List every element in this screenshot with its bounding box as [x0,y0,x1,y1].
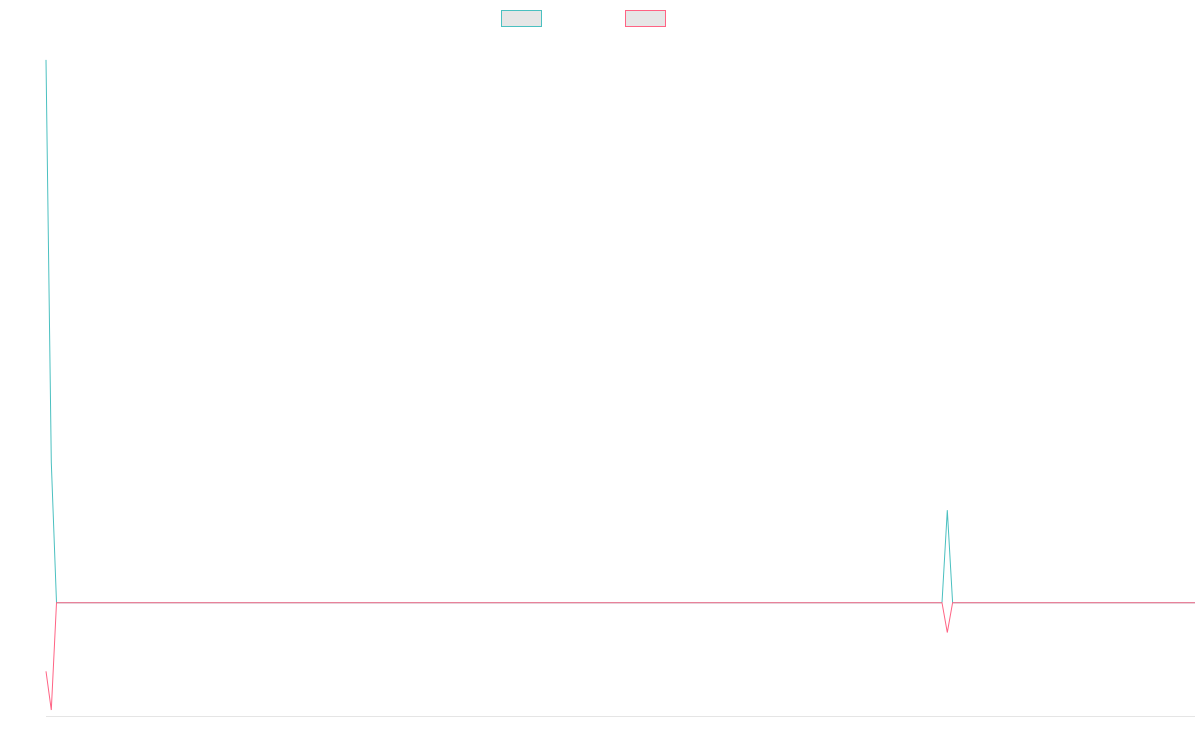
series-line-1 [45,59,1195,604]
series-2-point [60,601,64,605]
series-2-point [1193,601,1197,605]
legend-swatch-1[interactable] [501,10,542,27]
series-1-point [945,508,949,512]
series-line-2 [45,602,1195,711]
series-2-point [940,601,944,605]
legend-swatch-2[interactable] [625,10,666,27]
series-2-point [951,601,955,605]
series-layer [44,58,1197,712]
series-1-point [44,58,48,62]
chart-legend [501,10,666,27]
series-2-point [945,631,949,635]
series-2-point [49,708,53,712]
series-2-point [44,669,48,673]
series-2-point [55,601,59,605]
series-1-point [49,461,53,465]
